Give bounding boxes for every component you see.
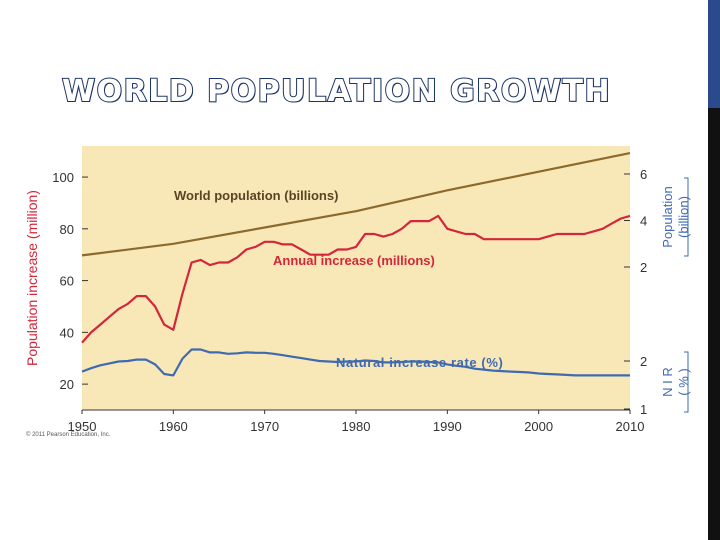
- left-axis-ticks: 20 40 60 80 100: [52, 170, 88, 392]
- series-label-annual-increase: Annual increase (millions): [273, 253, 435, 268]
- population-tick-label: 2: [640, 260, 647, 275]
- x-tick-label: 2000: [524, 419, 553, 434]
- nir-axis-ticks: 12: [624, 354, 647, 417]
- x-tick-label: 1980: [342, 419, 371, 434]
- slide-title: WORLD POPULATION GROWTH: [61, 73, 612, 110]
- nir-tick-label: 1: [640, 402, 647, 417]
- series-label-world-population: World population (billions): [174, 188, 338, 203]
- population-axis-unit: (billion): [676, 196, 691, 238]
- annual-increase-line: [81, 214, 631, 344]
- nir-axis-bracket: [684, 351, 689, 413]
- x-tick-label: 1970: [250, 419, 279, 434]
- left-tick-label: 60: [60, 274, 74, 289]
- x-tick-label: 2010: [616, 419, 645, 434]
- x-tick-label: 1950: [68, 419, 97, 434]
- x-axis-ticks: 1950 1960 1970 1980 1990 2000 2010: [68, 410, 645, 434]
- left-tick-label: 100: [52, 170, 74, 185]
- population-axis-label: Population: [660, 186, 675, 247]
- world-population-line: [81, 152, 631, 257]
- slide-edge-strip: [708, 108, 720, 540]
- series-lines: [81, 152, 631, 377]
- left-tick-label: 20: [60, 377, 74, 392]
- left-axis-label: Population increase (million): [24, 190, 40, 366]
- plot-background: [82, 146, 630, 410]
- natural-increase-rate-line: [81, 348, 630, 377]
- left-tick-label: 80: [60, 222, 74, 237]
- nir-axis-label: N I R: [660, 367, 675, 397]
- x-tick-label: 1960: [159, 419, 188, 434]
- population-tick-label: 6: [640, 167, 647, 182]
- nir-tick-label: 2: [640, 354, 647, 369]
- x-tick-label: 1990: [433, 419, 462, 434]
- copyright-notice: © 2011 Pearson Education, Inc.: [26, 432, 111, 438]
- series-labels: World population (billions) Annual incre…: [174, 188, 503, 370]
- series-label-natural-increase-rate: Natural increase rate (%): [336, 355, 503, 370]
- slide-accent-bar: [708, 0, 720, 108]
- left-tick-label: 40: [60, 325, 74, 340]
- population-axis-bracket: [684, 177, 689, 257]
- population-axis-ticks: 2 4 6: [624, 167, 647, 275]
- population-tick-label: 4: [640, 214, 647, 229]
- nir-axis-unit: ( % ): [676, 368, 691, 395]
